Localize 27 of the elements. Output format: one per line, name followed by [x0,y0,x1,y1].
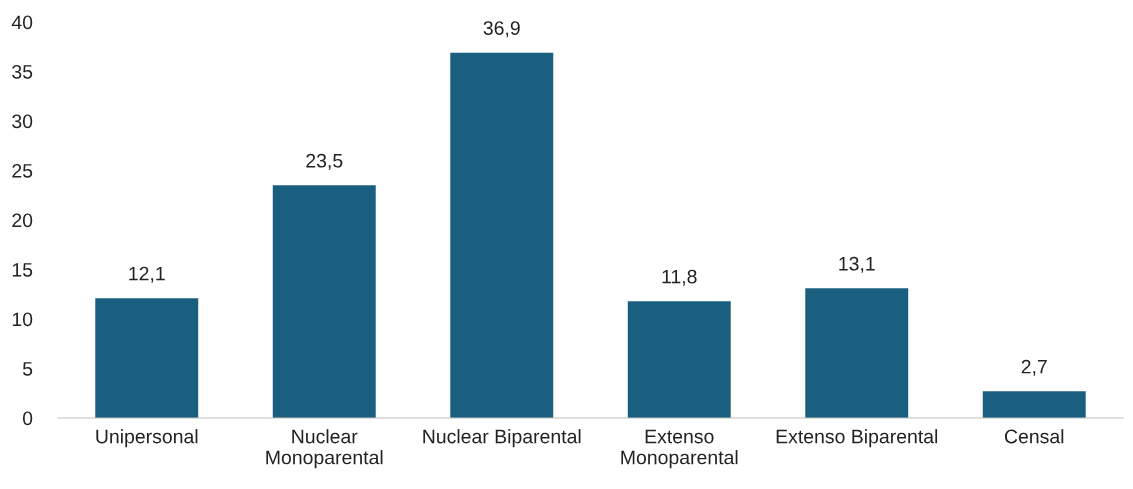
y-tick-label: 15 [12,263,33,277]
x-tick-label: Extenso Monoparental [621,429,738,469]
y-tick-label: 20 [12,213,33,228]
data-label: 2,7 [1021,359,1047,376]
y-tick-label: 10 [12,312,33,327]
data-label: 13,1 [839,256,875,273]
x-tick-label: Nuclear Monoparental [266,429,383,469]
x-tick-label: Nuclear Biparental [423,429,581,448]
x-tick-label: Unipersonal [96,429,198,448]
data-label: 36,9 [483,21,520,38]
data-label: 11,8 [662,269,697,286]
data-label: 12,1 [129,266,165,283]
y-tick-label: 5 [22,362,33,376]
bar [805,288,909,418]
bar [95,298,199,418]
data-label: 23,5 [306,153,343,170]
bar [450,52,554,418]
y-tick-label: 0 [22,411,33,426]
y-tick-label: 30 [12,114,33,129]
x-tick-label: Extenso Biparental [776,429,938,448]
y-tick-label: 25 [12,163,33,178]
x-tick-label: Censal [1004,429,1064,444]
y-tick-label: 35 [12,64,33,79]
bar [627,301,731,418]
bar [272,185,376,418]
bar [982,391,1086,418]
y-tick-label: 40 [11,15,33,30]
